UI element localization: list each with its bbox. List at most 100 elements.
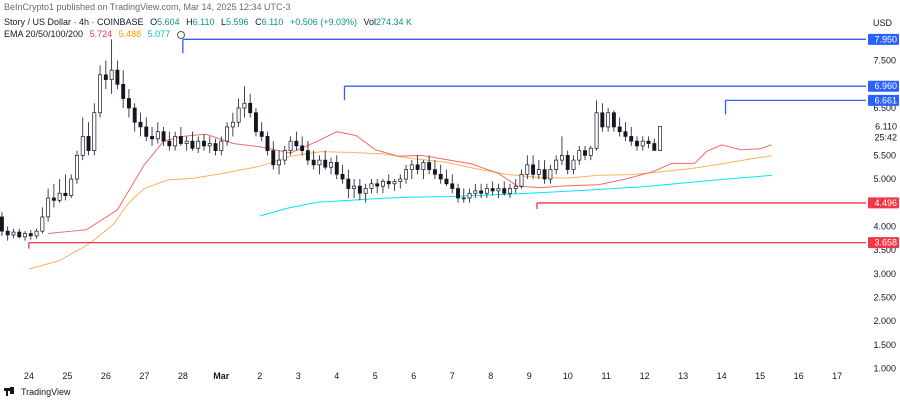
price-tag: 4.496: [868, 197, 899, 209]
candle: [508, 183, 512, 198]
x-tick-label: Mar: [213, 371, 230, 381]
candle: [404, 164, 409, 184]
candle-body: [577, 150, 582, 161]
candle-body: [646, 140, 651, 144]
candle-body: [456, 188, 460, 199]
ema100-value: 5.077: [147, 29, 171, 39]
ema-label: EMA 20/50/100/200: [4, 29, 84, 39]
candle-body: [167, 140, 172, 147]
candle: [51, 183, 56, 208]
candle-body: [115, 69, 120, 85]
eye-icon[interactable]: [176, 30, 185, 39]
candle: [606, 108, 611, 132]
candle: [317, 155, 322, 175]
price-tag-label: 4.496: [874, 198, 897, 208]
candle: [248, 93, 253, 118]
ema-legend-row[interactable]: EMA 20/50/100/200 5.724 5.488 5.077: [4, 29, 189, 40]
candle-body: [103, 74, 108, 80]
x-tick-label: 11: [602, 371, 611, 381]
tradingview-footer[interactable]: TradingView: [4, 387, 71, 397]
candle: [219, 136, 224, 156]
candle-body: [75, 155, 79, 180]
candle: [144, 117, 149, 142]
candle-body: [392, 181, 397, 185]
candle-body: [658, 126, 663, 151]
x-tick-label: 8: [488, 371, 493, 381]
x-tick-label: 16: [794, 371, 804, 381]
candle-body: [230, 121, 235, 128]
candle-body: [259, 131, 264, 137]
candle: [300, 136, 305, 156]
candle: [467, 188, 472, 203]
candle-body: [265, 136, 270, 151]
candle: [346, 169, 351, 198]
ema100-line: [259, 174, 772, 217]
candle: [98, 65, 103, 118]
candle: [392, 179, 397, 191]
candle-body: [635, 140, 639, 147]
candle-body: [288, 140, 293, 151]
x-tick-label: 4: [334, 371, 339, 381]
price-tag: 6.661: [868, 94, 899, 106]
candle-body: [138, 121, 143, 128]
candle-body: [611, 112, 616, 128]
candle-body: [409, 164, 414, 170]
y-tick-label: 2.500: [873, 292, 896, 302]
candle: [11, 228, 16, 239]
y-tick-label: 7.500: [873, 56, 896, 66]
candle-body: [369, 183, 374, 189]
candle-body: [467, 192, 472, 199]
candle: [456, 183, 460, 203]
x-tick-label: 26: [101, 371, 111, 381]
candle-body: [565, 155, 570, 170]
candle: [63, 174, 68, 201]
candle: [409, 160, 414, 180]
candle-body: [375, 183, 380, 187]
candle-body: [46, 197, 51, 218]
candle-body: [173, 136, 178, 147]
candle-body: [427, 162, 432, 170]
candle: [432, 160, 437, 180]
x-tick-label: 13: [678, 371, 688, 381]
y-tick-label: 3.500: [873, 245, 896, 255]
candle: [138, 112, 143, 137]
candle: [196, 136, 201, 153]
candle: [213, 138, 218, 156]
current-price-bg: [868, 120, 899, 143]
close-value: C6.110: [255, 17, 284, 27]
candle-body: [508, 188, 512, 194]
y-tick-label: 4.000: [873, 221, 896, 231]
candle-body: [0, 216, 4, 232]
candle-body: [415, 164, 420, 170]
candle: [513, 179, 518, 194]
candle: [126, 89, 131, 118]
candle: [75, 150, 79, 184]
x-tick-label: 15: [755, 371, 765, 381]
candle-body: [640, 140, 645, 147]
ema50-value: 5.488: [118, 29, 142, 39]
candle: [207, 136, 212, 153]
candle: [46, 188, 51, 222]
candle-body: [5, 230, 10, 236]
candle: [658, 126, 663, 151]
candle: [490, 181, 495, 196]
symbol-label: Story / US Dollar · 4h · COINBASE: [4, 17, 144, 27]
candle: [86, 122, 91, 156]
x-tick-label: 6: [411, 371, 416, 381]
candle-body: [334, 162, 339, 175]
candle: [629, 126, 634, 146]
candle-body: [28, 233, 33, 237]
candle: [265, 131, 270, 156]
x-tick-label: 12: [640, 371, 650, 381]
candle-body: [444, 178, 449, 185]
candle-body: [513, 185, 518, 189]
candle-body: [161, 131, 166, 142]
candle: [150, 126, 154, 146]
candle-body: [398, 178, 403, 182]
candle-body: [536, 169, 541, 175]
candle: [40, 207, 45, 234]
currency-label[interactable]: USD: [872, 18, 892, 28]
candle: [473, 183, 478, 198]
candle-body: [542, 169, 547, 180]
